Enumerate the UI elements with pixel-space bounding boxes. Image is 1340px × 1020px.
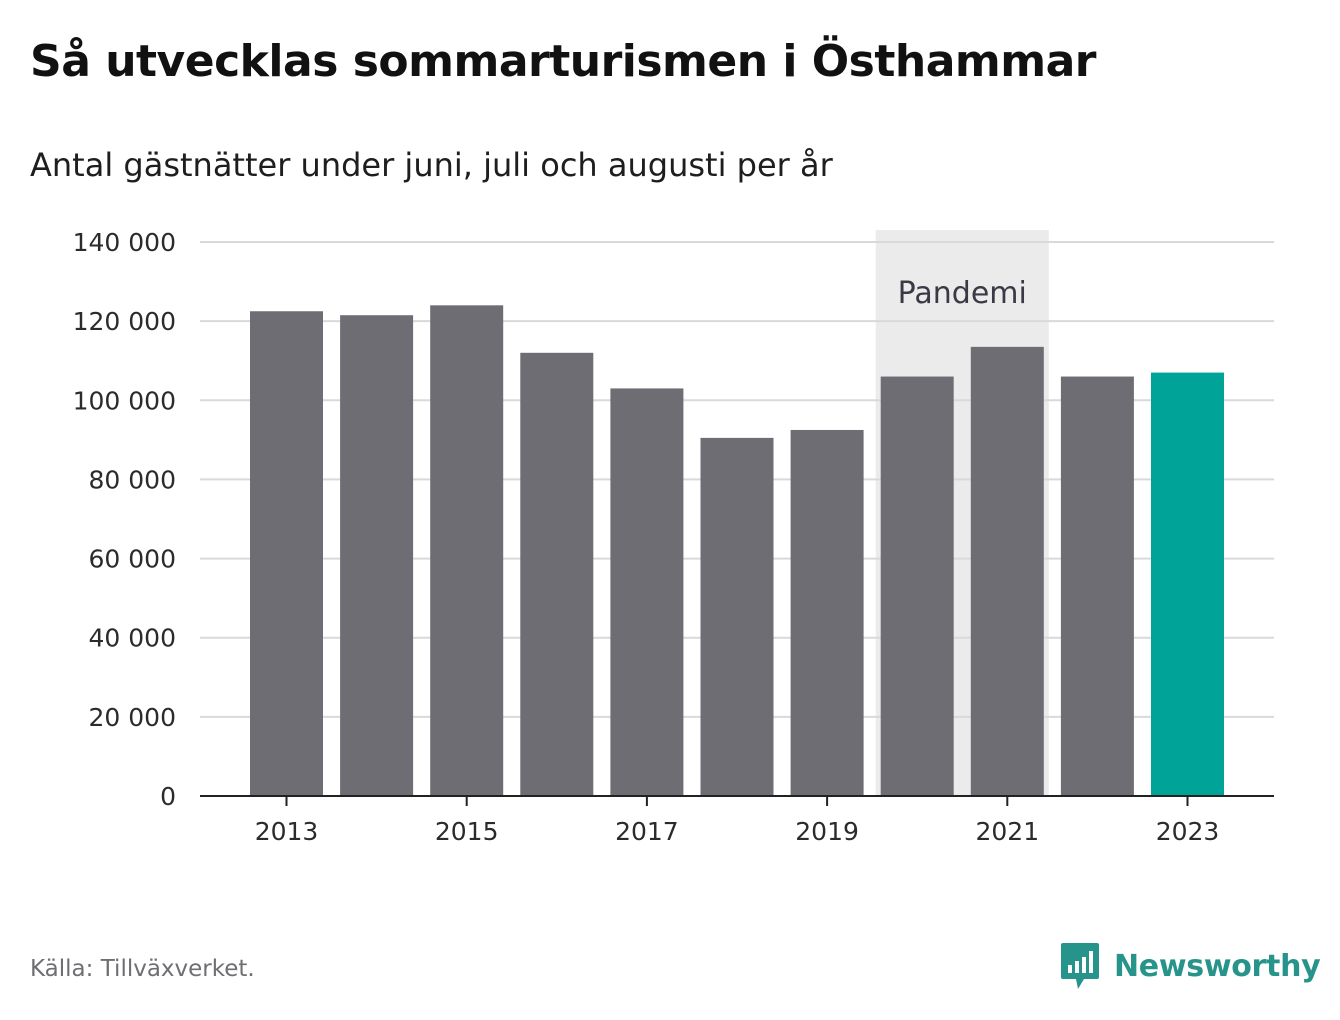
bar-layer <box>250 305 1224 796</box>
brand-logo: Newsworthy <box>1060 940 1321 992</box>
bar-2017 <box>610 388 684 796</box>
chart-subtitle: Antal gästnätter under juni, juli och au… <box>30 146 833 184</box>
y-tick-label: 140 000 <box>73 228 176 257</box>
bar-2015 <box>430 305 504 796</box>
x-tick-label: 2013 <box>255 817 319 846</box>
x-tick-label: 2015 <box>435 817 499 846</box>
bar-2018 <box>700 437 774 796</box>
y-tick-label: 60 000 <box>89 545 176 574</box>
x-tick-label: 2017 <box>615 817 679 846</box>
x-axis-layer <box>200 795 1274 806</box>
y-tick-label: 40 000 <box>89 624 176 653</box>
bar-2020 <box>880 376 954 796</box>
x-tick-label-layer: 2013 2015 2017 2019 2021 2023 <box>255 817 1220 846</box>
x-tick-label: 2021 <box>975 817 1039 846</box>
y-tick-label: 100 000 <box>73 386 176 415</box>
y-tick-label: 20 000 <box>89 703 176 732</box>
y-tick-label: 120 000 <box>73 307 176 336</box>
y-tick-label: 80 000 <box>89 465 176 494</box>
bar-2016 <box>520 352 594 796</box>
bar-2019 <box>790 429 864 796</box>
pandemic-band-label: Pandemi <box>898 276 1027 311</box>
y-tick-label-layer: 0 20 000 40 000 60 000 80 000 100 000 120 000 1… <box>73 228 176 811</box>
y-tick-label: 0 <box>160 782 176 811</box>
source-note: Källa: Tillväxverket. <box>30 956 255 982</box>
bar-2013 <box>250 311 323 796</box>
bar-chart: Pandemi 0 20 000 40 000 60 000 80 000 100 000… <box>73 228 1274 846</box>
x-tick-label: 2019 <box>795 817 859 846</box>
brand-name: Newsworthy <box>1114 948 1321 984</box>
x-tick-label: 2023 <box>1156 817 1220 846</box>
bar-2021 <box>970 346 1044 796</box>
chart-title: Så utvecklas sommarturismen i Östhammar <box>30 36 1097 87</box>
bar-2014 <box>340 315 414 796</box>
bar-2023 <box>1151 372 1224 796</box>
newsworthy-logo-icon <box>1061 943 1099 989</box>
bar-2022 <box>1060 376 1134 796</box>
